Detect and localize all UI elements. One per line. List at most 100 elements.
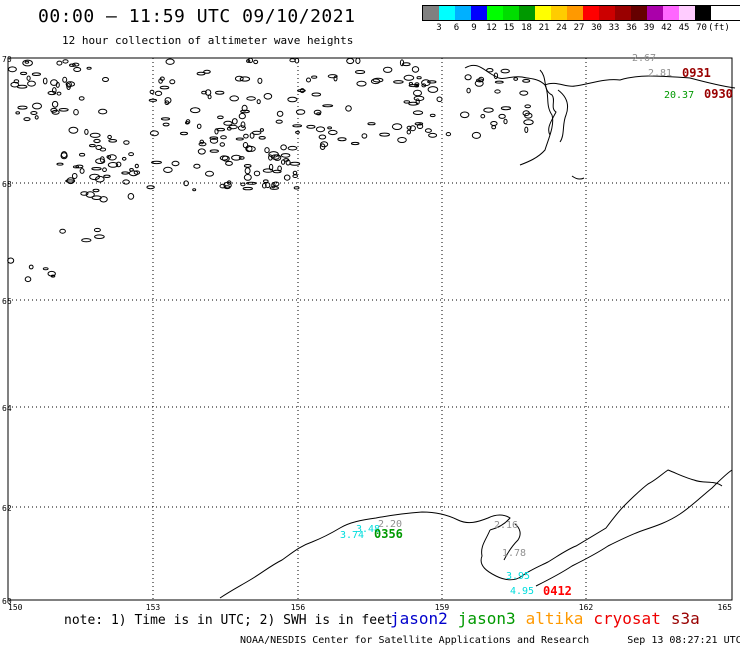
lake-outline xyxy=(80,191,89,196)
lake-outline xyxy=(345,105,352,112)
lake-outline xyxy=(295,109,306,115)
observation-label: 2.67 xyxy=(632,53,656,64)
lake-outline xyxy=(490,121,498,126)
lake-outline xyxy=(287,145,298,151)
lake-outline xyxy=(245,181,257,185)
lake-outline xyxy=(237,125,246,131)
lake-outline xyxy=(402,62,411,67)
longitude-label: 150 xyxy=(8,603,23,612)
lake-outline xyxy=(486,68,494,73)
lake-outline xyxy=(292,170,298,175)
lake-outline xyxy=(427,86,439,93)
lake-outline xyxy=(424,128,432,133)
lake-outline xyxy=(50,79,58,86)
satellite-cryosat: cryosat xyxy=(593,609,661,628)
observation-label: 3.74 xyxy=(340,530,364,541)
legend-label: 30 xyxy=(591,23,602,33)
credit-text: NOAA/NESDIS Center for Satellite Applica… xyxy=(240,635,590,646)
lake-outline xyxy=(229,95,239,102)
lake-outline xyxy=(414,82,420,86)
lake-outline xyxy=(219,155,229,161)
lake-outline xyxy=(71,173,78,179)
lake-outline xyxy=(306,124,316,129)
lake-outline xyxy=(403,74,415,81)
lake-outline xyxy=(165,58,175,65)
lake-outline xyxy=(367,122,376,126)
legend-swatch xyxy=(615,6,631,20)
legend-swatch xyxy=(471,6,487,20)
lake-outline xyxy=(223,120,233,126)
legend-swatch xyxy=(519,6,535,20)
lake-outline xyxy=(183,180,189,187)
coastline xyxy=(219,64,736,599)
lake-outline xyxy=(262,168,274,173)
legend-swatch xyxy=(599,6,615,20)
lake-outline xyxy=(383,66,393,73)
lake-outline xyxy=(238,112,246,120)
lake-outline xyxy=(86,66,92,70)
lake-outline xyxy=(280,153,291,158)
lake-outline xyxy=(149,89,155,95)
latitude-label: 66 xyxy=(2,297,12,306)
lake-outline xyxy=(406,129,411,135)
lake-outline xyxy=(294,57,300,64)
observation-label: 20.37 xyxy=(664,90,694,101)
lake-outline xyxy=(107,134,112,140)
lake-outline xyxy=(106,155,112,159)
legend-swatch xyxy=(647,6,663,20)
lake-outline xyxy=(158,78,163,84)
lake-outline xyxy=(346,57,355,65)
lake-outline xyxy=(133,170,141,175)
lake-outline xyxy=(292,174,299,179)
lake-outline xyxy=(247,57,254,64)
lake-outline xyxy=(102,167,107,172)
lake-outline xyxy=(196,123,202,130)
latitude-label: 62 xyxy=(2,504,12,513)
lake-outline xyxy=(271,182,276,189)
observation-label: 2.16 xyxy=(494,520,518,531)
satellite-jason2: jason2 xyxy=(390,609,448,628)
lake-outline xyxy=(327,126,333,130)
lake-outline xyxy=(73,109,79,116)
legend-swatch xyxy=(503,6,519,20)
lake-outline xyxy=(253,170,261,177)
legend-swatch xyxy=(423,6,439,20)
lake-outline xyxy=(500,68,510,74)
lake-outline xyxy=(103,174,111,179)
lake-outline xyxy=(243,174,252,181)
chart-title: 00:00 – 11:59 UTC 09/10/2021 xyxy=(38,6,356,27)
lake-outline xyxy=(483,107,494,113)
lake-outline xyxy=(293,186,300,190)
legend-label: 6 xyxy=(453,23,460,33)
lake-outline xyxy=(493,72,499,80)
observation-label: 2.81 xyxy=(648,68,672,79)
lake-outline xyxy=(259,128,264,132)
lake-outline xyxy=(234,75,244,82)
observation-label: 0356 xyxy=(374,527,403,541)
legend-swatch xyxy=(551,6,567,20)
lake-outline xyxy=(79,168,85,174)
lake-outline xyxy=(408,84,419,88)
legend-label: 33 xyxy=(608,23,620,33)
longitude-label: 156 xyxy=(291,603,306,612)
legend-swatch xyxy=(583,6,599,20)
lake-outline xyxy=(243,133,249,139)
lake-outline xyxy=(134,163,139,169)
lake-outline xyxy=(13,79,20,84)
lake-outline xyxy=(59,228,66,234)
lake-outline xyxy=(287,96,298,103)
satellite-s3a: s3a xyxy=(670,609,700,628)
lake-outline xyxy=(328,129,338,136)
color-legend: 3 6 9 12 15 18 21 24 27 30 33 36 39 42 45 70 (ft) xyxy=(422,5,740,35)
lake-outline xyxy=(79,152,86,157)
footer: NOAA/NESDIS Center for Satellite Applica… xyxy=(240,635,740,646)
lake-outline xyxy=(350,141,360,146)
lake-outline xyxy=(253,59,259,65)
lake-outline xyxy=(56,162,64,166)
lake-outline xyxy=(494,89,501,94)
lake-outline xyxy=(416,123,424,129)
lake-outline xyxy=(127,193,135,200)
lake-outline xyxy=(333,75,338,82)
lake-outline xyxy=(409,125,416,132)
